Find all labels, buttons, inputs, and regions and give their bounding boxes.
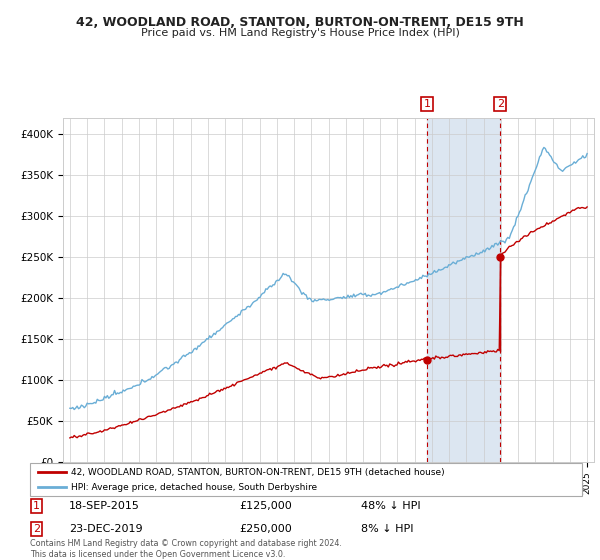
Text: Contains HM Land Registry data © Crown copyright and database right 2024.
This d: Contains HM Land Registry data © Crown c… <box>30 539 342 559</box>
Point <box>496 253 505 262</box>
Text: 1: 1 <box>33 501 40 511</box>
Text: 2: 2 <box>497 99 504 109</box>
Text: 1: 1 <box>424 99 431 109</box>
Text: 48% ↓ HPI: 48% ↓ HPI <box>361 501 421 511</box>
Text: 42, WOODLAND ROAD, STANTON, BURTON-ON-TRENT, DE15 9TH: 42, WOODLAND ROAD, STANTON, BURTON-ON-TR… <box>76 16 524 29</box>
Text: 2: 2 <box>33 524 40 534</box>
Text: £125,000: £125,000 <box>240 501 293 511</box>
Text: Price paid vs. HM Land Registry's House Price Index (HPI): Price paid vs. HM Land Registry's House … <box>140 28 460 38</box>
Text: £250,000: £250,000 <box>240 524 293 534</box>
Bar <box>427 118 500 462</box>
FancyBboxPatch shape <box>30 463 582 496</box>
Text: 8% ↓ HPI: 8% ↓ HPI <box>361 524 414 534</box>
Text: 18-SEP-2015: 18-SEP-2015 <box>68 501 140 511</box>
Point <box>422 355 432 364</box>
Text: 42, WOODLAND ROAD, STANTON, BURTON-ON-TRENT, DE15 9TH (detached house): 42, WOODLAND ROAD, STANTON, BURTON-ON-TR… <box>71 468 445 477</box>
Text: HPI: Average price, detached house, South Derbyshire: HPI: Average price, detached house, Sout… <box>71 483 317 492</box>
Text: 23-DEC-2019: 23-DEC-2019 <box>68 524 142 534</box>
